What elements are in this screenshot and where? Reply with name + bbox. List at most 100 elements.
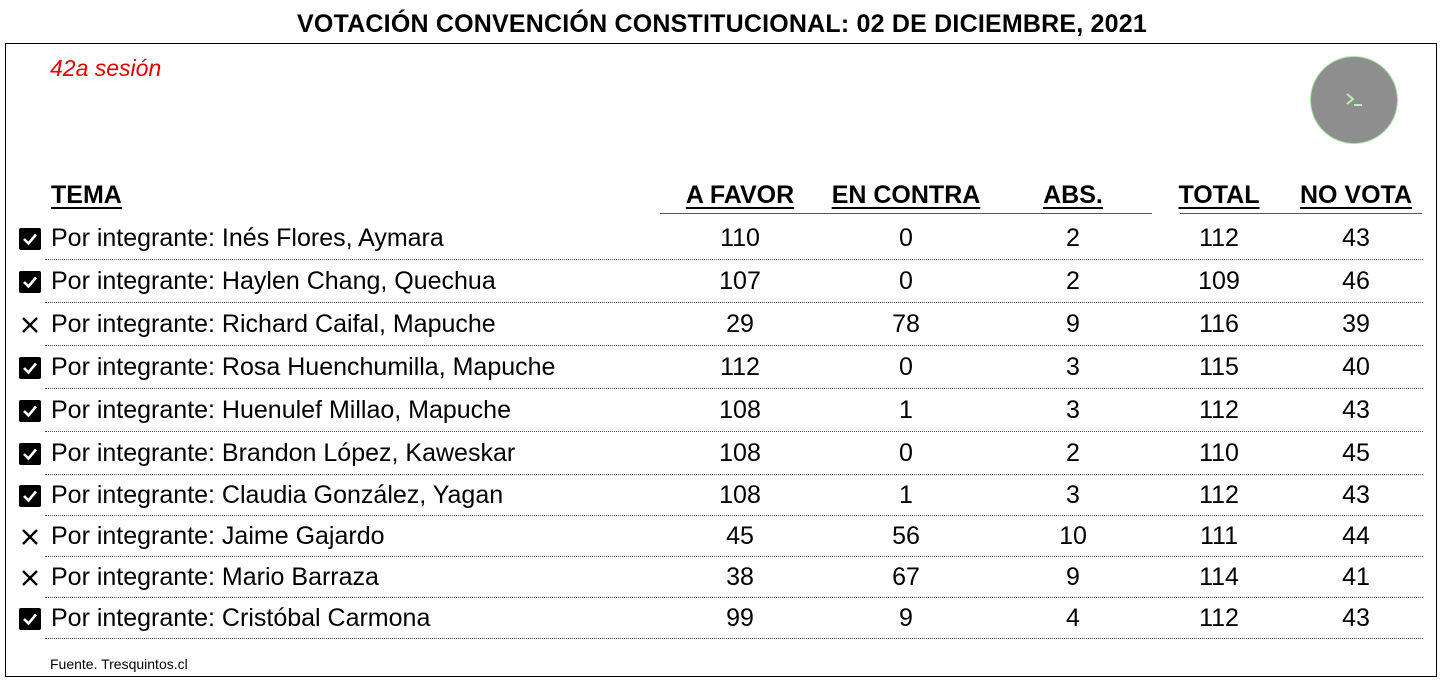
row-en-contra: 1 [899, 396, 913, 424]
row-tema: Por integrante: Inés Flores, Aymara [51, 224, 444, 252]
row-abs: 3 [1066, 353, 1080, 381]
column-header-abs: ABS. [1043, 181, 1103, 209]
row-abs: 2 [1066, 224, 1080, 252]
session-label: 42a sesión [50, 55, 162, 81]
row-abs: 3 [1066, 481, 1080, 509]
row-tema: Por integrante: Claudia González, Yagan [51, 481, 504, 509]
row-tema: Por integrante: Jaime Gajardo [51, 522, 385, 550]
row-a-favor: 99 [726, 604, 754, 632]
table-row: Por integrante: Richard Caifal, Mapuche 2… [0, 303, 1444, 346]
row-en-contra: 0 [899, 224, 913, 252]
column-header-no-vota: NO VOTA [1299, 181, 1413, 209]
page-title: VOTACIÓN CONVENCIÓN CONSTITUCIONAL: 02 D… [297, 10, 1147, 38]
table-row: Por integrante: Mario Barraza 38 67 9 114 41 [0, 557, 1444, 598]
cross-icon [22, 528, 38, 545]
checkbox-checked-icon [19, 399, 41, 422]
row-a-favor: 107 [719, 267, 761, 295]
row-no-vota: 46 [1342, 267, 1370, 295]
row-en-contra: 1 [899, 481, 913, 509]
row-separator [45, 597, 1423, 598]
row-tema: Por integrante: Haylen Chang, Quechua [51, 267, 496, 295]
row-separator [45, 388, 1423, 389]
row-separator [45, 556, 1423, 557]
row-total: 116 [1199, 310, 1239, 338]
row-tema: Por integrante: Richard Caifal, Mapuche [51, 310, 496, 338]
row-total: 112 [1199, 604, 1239, 632]
table-row: Por integrante: Cristóbal Carmona 99 9 4 112… [0, 598, 1444, 639]
row-en-contra: 0 [899, 353, 913, 381]
row-total: 112 [1199, 481, 1239, 509]
row-separator [45, 302, 1423, 303]
row-separator [45, 431, 1423, 432]
column-header-tema: TEMA [51, 181, 122, 209]
checkbox-checked-icon [19, 442, 41, 465]
row-abs: 9 [1066, 563, 1080, 591]
checkbox-checked-icon [19, 227, 41, 250]
row-separator [45, 259, 1423, 260]
row-tema: Por integrante: Mario Barraza [51, 563, 379, 591]
table-row: Por integrante: Brandon López, Kaweskar 1… [0, 432, 1444, 475]
row-a-favor: 38 [726, 563, 754, 591]
row-a-favor: 29 [726, 310, 754, 338]
table-row: Por integrante: Claudia González, Yagan 1… [0, 475, 1444, 516]
row-total: 109 [1198, 267, 1240, 295]
row-no-vota: 39 [1342, 310, 1370, 338]
column-header-en-contra: EN CONTRA [831, 181, 981, 209]
row-a-favor: 108 [719, 481, 761, 509]
table-row: Por integrante: Jaime Gajardo 45 56 10 111 44 [0, 516, 1444, 557]
column-header-total: TOTAL [1178, 181, 1260, 209]
table-row: Por integrante: Rosa Huenchumilla, Mapuc… [0, 346, 1444, 389]
row-abs: 9 [1066, 310, 1080, 338]
row-a-favor: 112 [720, 353, 760, 381]
row-total: 110 [1199, 439, 1239, 467]
header-rule [660, 213, 1152, 214]
row-a-favor: 108 [719, 396, 761, 424]
terminal-icon [1346, 93, 1362, 106]
table-row: Por integrante: Inés Flores, Aymara 110 0 2… [0, 217, 1444, 260]
column-header-a-favor: A FAVOR [685, 181, 795, 209]
row-no-vota: 43 [1342, 604, 1370, 632]
row-tema: Por integrante: Brandon López, Kaweskar [51, 439, 516, 467]
row-no-vota: 43 [1342, 224, 1370, 252]
row-no-vota: 40 [1342, 353, 1370, 381]
source-note: Fuente. Tresquintos.cl [50, 656, 188, 672]
row-total: 112 [1199, 396, 1239, 424]
row-en-contra: 67 [892, 563, 920, 591]
row-total: 114 [1199, 563, 1239, 591]
row-separator [45, 474, 1423, 475]
row-no-vota: 43 [1342, 481, 1370, 509]
row-abs: 10 [1059, 522, 1087, 550]
row-en-contra: 0 [899, 267, 913, 295]
row-no-vota: 43 [1342, 396, 1370, 424]
terminal-badge[interactable] [1310, 56, 1398, 144]
checkbox-checked-icon [19, 607, 41, 630]
row-total: 111 [1199, 522, 1238, 550]
row-total: 112 [1199, 224, 1239, 252]
row-no-vota: 41 [1342, 563, 1370, 591]
row-abs: 3 [1066, 396, 1080, 424]
header-rule [1180, 213, 1422, 214]
row-tema: Por integrante: Cristóbal Carmona [51, 604, 431, 632]
table-row: Por integrante: Haylen Chang, Quechua 107… [0, 260, 1444, 303]
row-no-vota: 45 [1342, 439, 1370, 467]
row-tema: Por integrante: Rosa Huenchumilla, Mapuc… [51, 353, 556, 381]
row-abs: 2 [1066, 439, 1080, 467]
row-a-favor: 45 [726, 522, 754, 550]
row-en-contra: 0 [899, 439, 913, 467]
row-en-contra: 78 [892, 310, 920, 338]
table-frame [5, 43, 1437, 677]
cross-icon [22, 316, 38, 333]
row-separator [45, 515, 1423, 516]
checkbox-checked-icon [19, 356, 41, 379]
cross-icon [22, 569, 38, 586]
row-tema: Por integrante: Huenulef Millao, Mapuche [51, 396, 511, 424]
row-a-favor: 108 [719, 439, 761, 467]
row-en-contra: 9 [899, 604, 913, 632]
row-no-vota: 44 [1342, 522, 1370, 550]
row-separator [45, 638, 1423, 639]
row-a-favor: 110 [720, 224, 760, 252]
row-abs: 4 [1066, 604, 1080, 632]
row-en-contra: 56 [892, 522, 920, 550]
row-abs: 2 [1066, 267, 1080, 295]
row-total: 115 [1199, 353, 1239, 381]
